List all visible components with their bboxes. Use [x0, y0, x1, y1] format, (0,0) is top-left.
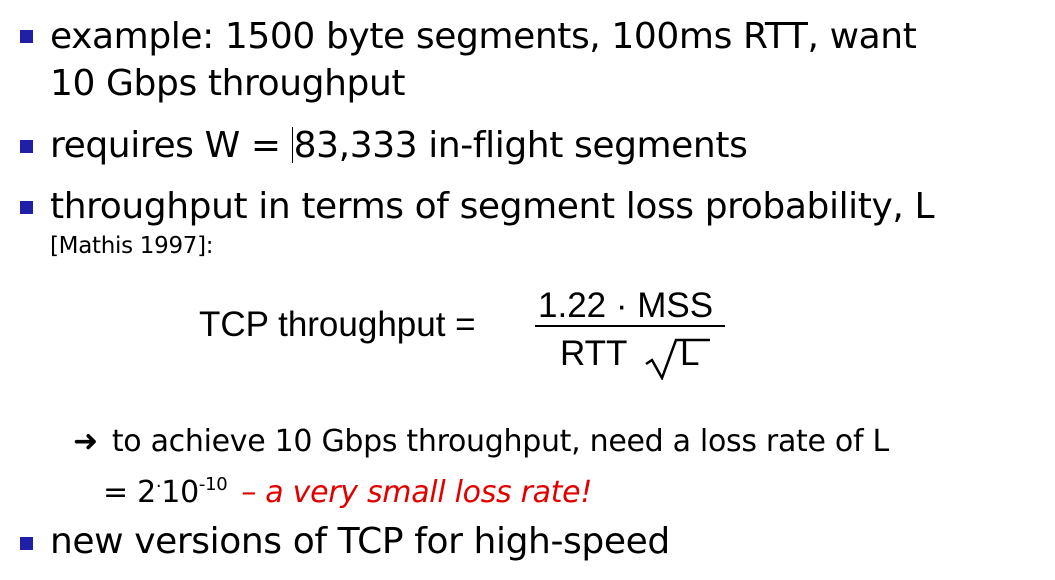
- loss-rate-base: 10: [161, 475, 199, 510]
- square-root-icon: [645, 338, 710, 380]
- bullet-4-marker: [20, 537, 33, 550]
- formula-label: TCP throughput =: [199, 305, 476, 344]
- arrow-right-icon: ➜: [73, 424, 98, 459]
- sub-point-line-1: ➜ to achieve 10 Gbps throughput, need a l…: [73, 423, 889, 461]
- bullet-3-marker: [20, 201, 33, 214]
- bullet-2-text: requires W = 83,333 in-flight segments: [50, 125, 748, 166]
- bullet-1-marker: [20, 30, 33, 43]
- bullet-4-text: new versions of TCP for high-speed: [50, 521, 670, 562]
- loss-rate-pre: = 2: [103, 475, 156, 510]
- formula-denominator-rtt: RTT: [560, 334, 628, 373]
- formula-denominator-sqrt: L: [680, 334, 700, 373]
- bullet-2-text-post: 83,333 in-flight segments: [293, 125, 748, 166]
- citation: [Mathis 1997]:: [50, 233, 214, 259]
- loss-rate-dot: ·: [155, 476, 162, 497]
- bullet-2-text-pre: requires W =: [50, 125, 292, 166]
- formula-numerator: 1.22 · MSS: [538, 286, 714, 325]
- text-cursor: [291, 127, 293, 163]
- bullet-3-line-1: throughput in terms of segment loss prob…: [50, 186, 935, 227]
- sub-point-text-1: to achieve 10 Gbps throughput, need a lo…: [111, 424, 889, 459]
- bullet-1-line-2: 10 Gbps throughput: [50, 63, 406, 104]
- bullet-2-marker: [20, 140, 33, 153]
- loss-rate-exponent: -10: [198, 474, 228, 495]
- bullet-1-line-1: example: 1500 byte segments, 100ms RTT, …: [50, 16, 917, 57]
- sub-point-line-2: = 2·10-10 – a very small loss rate!: [103, 466, 592, 512]
- fraction-bar: [535, 325, 725, 327]
- loss-rate-note: – a very small loss rate!: [241, 475, 593, 510]
